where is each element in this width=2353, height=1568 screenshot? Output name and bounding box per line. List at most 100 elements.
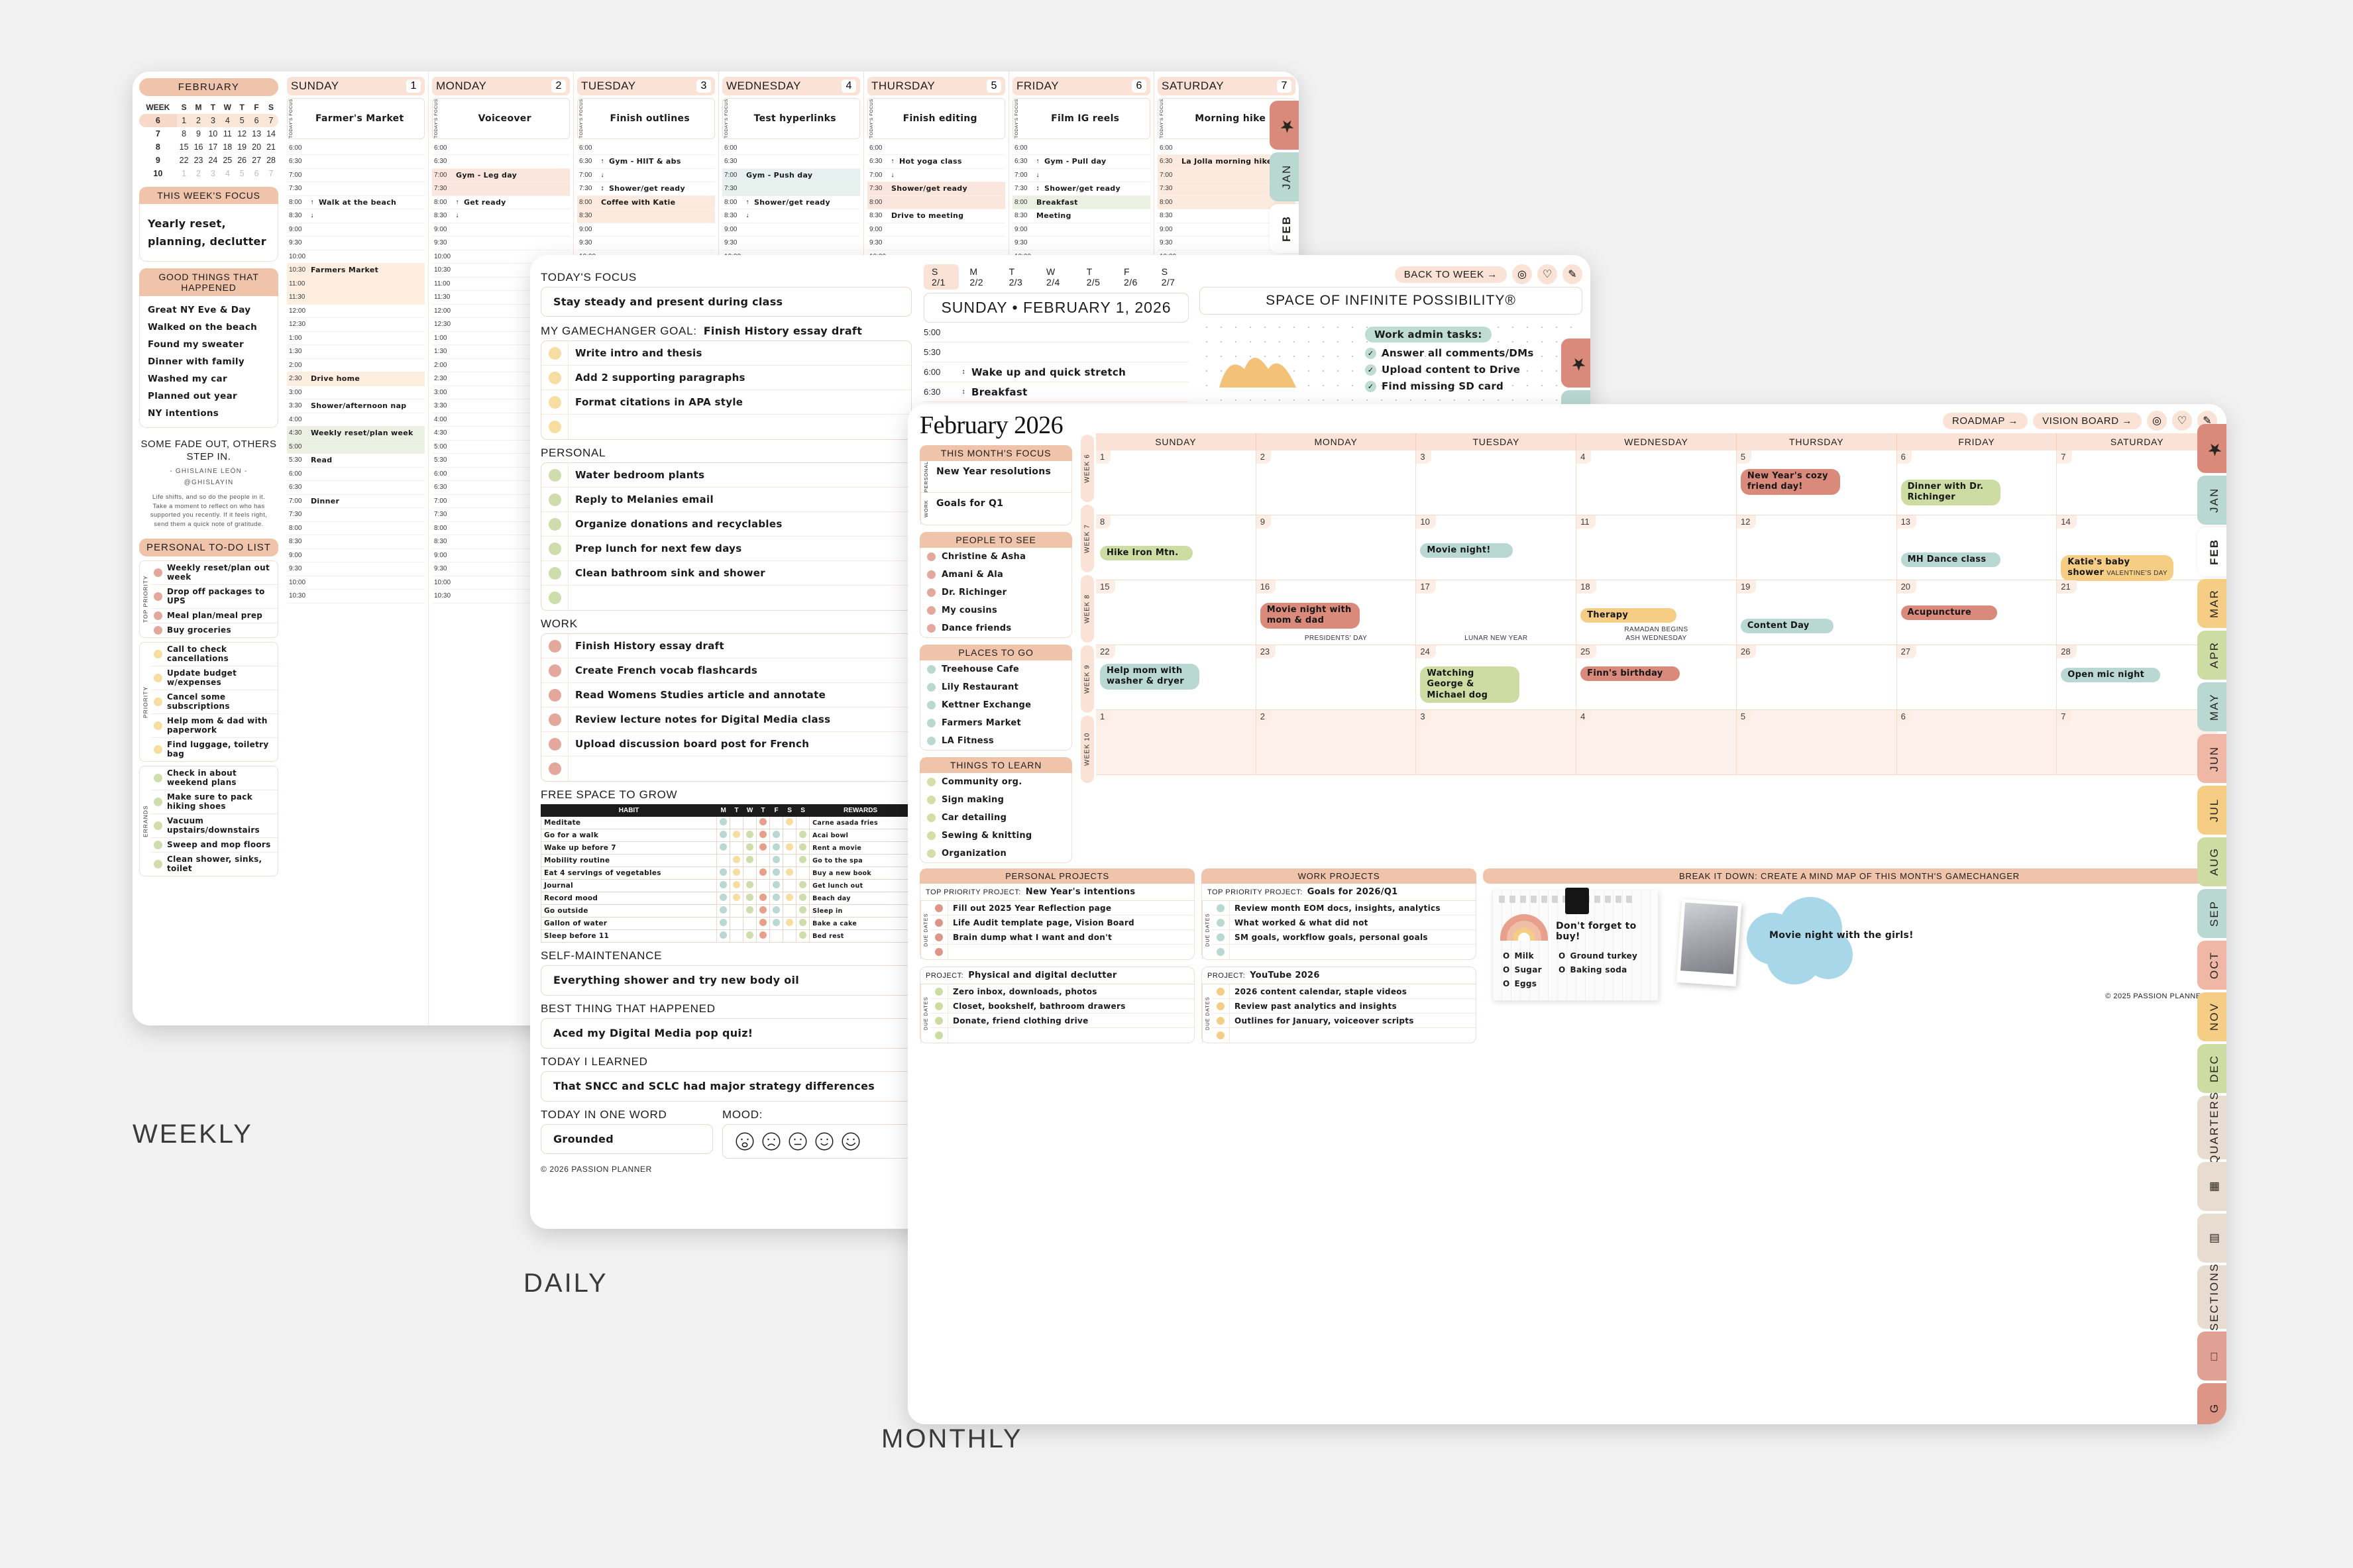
calendar-day-cell[interactable]: 7: [2057, 710, 2217, 774]
time-slot[interactable]: 6:30 ↑ Gym - HIIT & abs: [577, 155, 715, 169]
time-slot[interactable]: 9:30: [577, 236, 715, 250]
calendar-day-cell[interactable]: 11: [1576, 515, 1737, 580]
time-slot[interactable]: 12:00: [287, 305, 425, 319]
time-slot[interactable]: 9:30: [287, 562, 425, 576]
habit-cell[interactable]: [743, 917, 757, 930]
habit-cell[interactable]: [716, 929, 731, 943]
weekly-time-slots[interactable]: 6:00 6:30 7:00 7:30 8:00 ↑ Walk at the b…: [287, 142, 425, 603]
task-row[interactable]: Organize donations and recyclables: [541, 512, 911, 537]
habit-cell[interactable]: [783, 892, 797, 905]
project-bullet-icon[interactable]: [930, 933, 948, 941]
shopping-item[interactable]: O Ground turkey: [1559, 951, 1638, 961]
month-tab-nov[interactable]: NOV: [2197, 992, 2226, 1041]
calendar-event[interactable]: Open mic night: [2061, 668, 2161, 683]
habit-cell[interactable]: [743, 904, 757, 917]
calendar-day-cell[interactable]: 1: [1096, 710, 1256, 774]
calendar-event[interactable]: Acupuncture: [1900, 605, 1997, 621]
mini-cal-row[interactable]: 7 8 9 10 11 12 13 14: [139, 127, 278, 140]
task-row[interactable]: Read Womens Studies article and annotate: [541, 683, 911, 707]
time-slot[interactable]: 6:30: [287, 155, 425, 169]
date-tab[interactable]: T 2/3: [1009, 266, 1023, 287]
project-bullet-icon[interactable]: [930, 1031, 948, 1040]
mood-face-awful-icon[interactable]: [735, 1131, 755, 1151]
todo-group[interactable]: ERRANDS Check in about weekend plans Mak…: [139, 765, 278, 876]
task-bullet-icon[interactable]: [541, 566, 568, 580]
personal-second-project[interactable]: PROJECT: Physical and digital declutter …: [920, 967, 1195, 1044]
habit-cell[interactable]: [796, 841, 810, 855]
habit-cell[interactable]: [796, 917, 810, 930]
habit-cell[interactable]: [769, 879, 784, 892]
cloud-note-text[interactable]: Movie night with the girls!: [1769, 930, 1914, 941]
time-slot[interactable]: 8:30 Drive to meeting: [867, 209, 1005, 223]
slot-event[interactable]: Weekly reset/plan week: [311, 429, 413, 438]
task-bullet-icon[interactable]: [541, 395, 568, 409]
time-slot[interactable]: 12:30: [287, 318, 425, 332]
back-to-week-button[interactable]: BACK TO WEEK →: [1394, 266, 1507, 283]
project-title-row[interactable]: TOP PRIORITY PROJECT: New Year's intenti…: [920, 884, 1194, 902]
todo-item[interactable]: Buy groceries: [151, 623, 278, 637]
project-task-row[interactable]: Closet, bookshelf, bathroom drawers: [930, 999, 1194, 1014]
weekly-focus-value[interactable]: Finish editing: [903, 113, 977, 124]
todo-item[interactable]: Cancel some subscriptions: [151, 690, 278, 714]
list-item[interactable]: Sign making: [920, 791, 1071, 809]
task-bullet-icon[interactable]: [541, 737, 568, 751]
habit-cell[interactable]: [743, 841, 757, 855]
habit-row[interactable]: Meditate Carne asada fries: [540, 816, 912, 829]
time-slot[interactable]: 5:00: [432, 441, 570, 454]
list-view-icon[interactable]: ▤: [2197, 1214, 2226, 1263]
habit-row[interactable]: Journal Get lunch out: [540, 879, 912, 892]
mini-cal-day[interactable]: 7: [264, 114, 278, 127]
time-slot[interactable]: 7:30: [432, 508, 570, 522]
task-row[interactable]: Add 2 supporting paragraphs: [541, 366, 911, 390]
time-slot[interactable]: 11:00: [432, 278, 570, 291]
project-task-row[interactable]: 2026 content calendar, staple videos: [1212, 984, 1476, 1000]
calendar-day-cell[interactable]: 22 Help mom with washer & dryer: [1096, 645, 1256, 709]
habit-row[interactable]: Go for a walk Acai bowl: [540, 829, 912, 842]
project-task-row[interactable]: Review month EOM docs, insights, analyti…: [1212, 901, 1476, 916]
task-row[interactable]: [541, 415, 911, 439]
todo-bullet-icon[interactable]: [154, 625, 162, 635]
task-bullet-icon[interactable]: [541, 371, 568, 384]
schedule-row[interactable]: 5:00: [924, 323, 1189, 342]
todo-bullet-icon[interactable]: [154, 797, 162, 806]
date-tab[interactable]: F 2/6: [1124, 266, 1138, 287]
time-slot[interactable]: 9:00: [1158, 223, 1295, 237]
project-bullet-icon[interactable]: [1212, 1031, 1229, 1040]
habit-cell[interactable]: [716, 917, 731, 930]
list-item[interactable]: LA Fitness: [920, 732, 1071, 750]
project-bullet-icon[interactable]: [1212, 933, 1229, 941]
month-tab-jun[interactable]: JUN: [2197, 734, 2226, 783]
habit-cell[interactable]: [716, 854, 731, 867]
good-things-list[interactable]: Great NY Eve & Day Walked on the beach Fou…: [140, 296, 278, 427]
habit-cell[interactable]: [730, 917, 744, 930]
calendar-event[interactable]: Movie night with mom & dad: [1260, 603, 1360, 629]
calendar-week-row[interactable]: 1 2 3 4 5 New Year's cozy friend day! 6 Di…: [1096, 450, 2217, 515]
habit-reward[interactable]: Bed rest: [809, 929, 912, 943]
time-slot[interactable]: 8:00 Coffee with Katie: [577, 195, 715, 210]
time-slot[interactable]: 8:00 ↑ Get ready: [432, 196, 570, 210]
habit-cell[interactable]: [783, 841, 797, 855]
habit-reward[interactable]: Rent a movie: [809, 841, 912, 855]
mood-face-sad-icon[interactable]: [761, 1131, 781, 1151]
list-item[interactable]: Sewing & knitting: [920, 827, 1071, 845]
mini-cal-day[interactable]: 3: [210, 169, 215, 178]
mini-cal-day[interactable]: 2: [196, 169, 201, 178]
time-slot[interactable]: 6:00: [432, 468, 570, 482]
work-admin-item[interactable]: ✓ Find missing SD card: [1365, 380, 1534, 392]
slot-event[interactable]: La Jolla morning hike: [1181, 157, 1272, 166]
calendar-day-cell[interactable]: 16 Movie night with mom & dad PRESIDENTS' …: [1256, 580, 1417, 645]
project-bullet-icon[interactable]: [930, 1002, 948, 1010]
project-bullet-icon[interactable]: [1212, 918, 1229, 927]
task-row[interactable]: [541, 757, 911, 781]
todo-item[interactable]: Sweep and mop floors: [151, 838, 278, 853]
habit-row[interactable]: Record mood Beach day: [540, 892, 912, 905]
time-slot[interactable]: 7:30: [722, 182, 860, 196]
task-row[interactable]: Review lecture notes for Digital Media c…: [541, 707, 911, 732]
habit-cell[interactable]: [783, 879, 797, 892]
habit-reward[interactable]: Sleep in: [809, 904, 912, 917]
habit-cell[interactable]: [716, 866, 731, 880]
calendar-event[interactable]: Help mom with washer & dryer: [1100, 664, 1199, 690]
mini-cal-row[interactable]: 10 1 2 3 4 5 6 7: [139, 167, 278, 180]
project-bullet-icon[interactable]: [1212, 1016, 1229, 1025]
calendar-day-cell[interactable]: 3: [1416, 710, 1577, 774]
